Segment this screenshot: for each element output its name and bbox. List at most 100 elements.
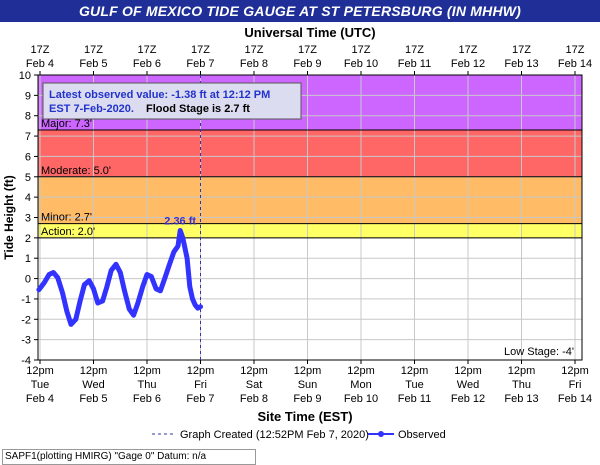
- bottom-tick-day: Wed: [82, 379, 104, 391]
- y-tick-label: -2: [21, 314, 31, 326]
- bottom-tick-date: Feb 5: [79, 393, 107, 405]
- bottom-tick-time: 12pm: [133, 365, 161, 377]
- observed-point: [199, 305, 202, 309]
- peak-label: 2.36 ft: [164, 216, 196, 228]
- stage-band-action: [38, 223, 582, 238]
- bottom-tick-day: Thu: [138, 379, 157, 391]
- observed-point: [172, 250, 176, 254]
- top-tick-time: 17Z: [245, 44, 264, 56]
- bottom-axis-title: Site Time (EST): [257, 409, 352, 424]
- low-stage-label: Low Stage: -4': [504, 346, 574, 358]
- observed-point: [196, 306, 200, 310]
- observed-point: [82, 283, 86, 287]
- y-tick-label: 3: [25, 213, 31, 225]
- bottom-tick-time: 12pm: [454, 365, 482, 377]
- bottom-tick-day: Tue: [405, 379, 424, 391]
- top-tick-time: 17Z: [405, 44, 424, 56]
- y-tick-label: 1: [25, 253, 31, 265]
- observed-point: [127, 307, 131, 311]
- footer-note: SAPF1(plotting HMIRG) "Gage 0" Datum: n/…: [2, 449, 256, 465]
- y-tick-label: 2: [25, 233, 31, 245]
- bottom-tick-time: 12pm: [347, 365, 375, 377]
- top-tick-date: Feb 11: [398, 58, 431, 70]
- y-tick-label: -1: [21, 294, 31, 306]
- series-observed-line: [36, 228, 203, 327]
- observed-point: [114, 262, 118, 266]
- observed-point: [92, 287, 95, 291]
- bottom-tick-day: Sat: [246, 379, 263, 391]
- bottom-tick-day: Fri: [194, 379, 207, 391]
- bottom-tick-time: 12pm: [80, 365, 108, 377]
- top-tick-date: Feb 6: [133, 58, 161, 70]
- observed-point: [167, 262, 171, 266]
- chart-title-bar: GULF OF MEXICO TIDE GAUGE AT ST PETERSBU…: [0, 0, 600, 22]
- bottom-tick-date: Feb 6: [133, 393, 161, 405]
- observed-point: [65, 309, 69, 313]
- observed-point: [163, 277, 167, 281]
- legend-observed-marker: [378, 431, 384, 437]
- info-box: [42, 82, 302, 120]
- y-tick-label: 8: [25, 111, 31, 123]
- top-tick-date: Feb 5: [79, 58, 107, 70]
- observed-point: [154, 287, 158, 291]
- top-axis-title: Universal Time (UTC): [244, 25, 375, 40]
- bottom-tick-day: Mon: [350, 379, 371, 391]
- observed-point: [74, 317, 78, 321]
- observed-point: [176, 244, 180, 248]
- observed-point: [141, 285, 145, 289]
- top-tick-date: Feb 8: [240, 58, 268, 70]
- top-tick-date: Feb 14: [558, 58, 592, 70]
- y-axis-title: Tide Height (ft): [2, 175, 16, 259]
- y-tick-label: 6: [25, 151, 31, 163]
- observed-point: [193, 303, 197, 307]
- stage-label-action: Action: 2.0': [41, 226, 95, 238]
- observed-point: [47, 273, 51, 276]
- y-tick-label: 9: [25, 90, 31, 102]
- stage-band-moderate: [38, 129, 582, 177]
- top-tick-time: 17Z: [352, 44, 371, 56]
- y-tick-label: 4: [25, 192, 31, 204]
- y-tick-label: -3: [21, 335, 31, 347]
- observed-point: [158, 289, 162, 293]
- bottom-tick-date: Feb 4: [26, 393, 54, 405]
- observed-point: [188, 285, 192, 289]
- legend-graph-created-label: Graph Created (12:52PM Feb 7, 2020): [180, 429, 369, 441]
- info-flood-stage: Flood Stage is 2.7 ft: [146, 103, 250, 115]
- bottom-tick-date: Feb 8: [240, 393, 268, 405]
- top-tick-time: 17Z: [298, 44, 317, 56]
- top-tick-time: 17Z: [191, 44, 210, 56]
- y-tick-label: 0: [25, 274, 31, 286]
- bottom-tick-date: Feb 13: [504, 393, 538, 405]
- bottom-tick-time: 12pm: [240, 365, 268, 377]
- top-tick-time: 17Z: [459, 44, 478, 56]
- observed-point: [185, 256, 189, 260]
- top-tick-time: 17Z: [512, 44, 531, 56]
- top-tick-date: Feb 9: [293, 58, 321, 70]
- observed-point: [37, 288, 41, 292]
- bottom-tick-date: Feb 9: [293, 393, 321, 405]
- observed-point: [132, 313, 136, 317]
- observed-point: [181, 236, 185, 240]
- observed-point: [178, 229, 182, 233]
- stage-label-moderate: Moderate: 5.0': [41, 165, 111, 177]
- observed-point: [51, 270, 55, 274]
- y-tick-label: -4: [21, 355, 31, 367]
- observed-point: [105, 285, 109, 289]
- top-tick-time: 17Z: [566, 44, 585, 56]
- info-latest-value: Latest observed value: -1.38 ft at 12:12…: [49, 89, 270, 101]
- y-tick-label: 7: [25, 131, 31, 143]
- stage-label-major: Major: 7.3': [41, 118, 92, 130]
- observed-point: [96, 301, 100, 305]
- observed-point: [87, 279, 91, 283]
- observed-point: [109, 268, 113, 272]
- observed-point: [69, 322, 73, 326]
- top-tick-date: Feb 12: [451, 58, 485, 70]
- observed-point: [101, 299, 105, 303]
- y-tick-label: 10: [19, 70, 31, 82]
- top-tick-date: Feb 10: [344, 58, 378, 70]
- bottom-tick-time: 12pm: [401, 365, 429, 377]
- bottom-tick-time: 12pm: [26, 365, 54, 377]
- observed-point: [56, 276, 60, 280]
- bottom-tick-day: Fri: [569, 379, 582, 391]
- y-tick-label: 5: [25, 172, 31, 184]
